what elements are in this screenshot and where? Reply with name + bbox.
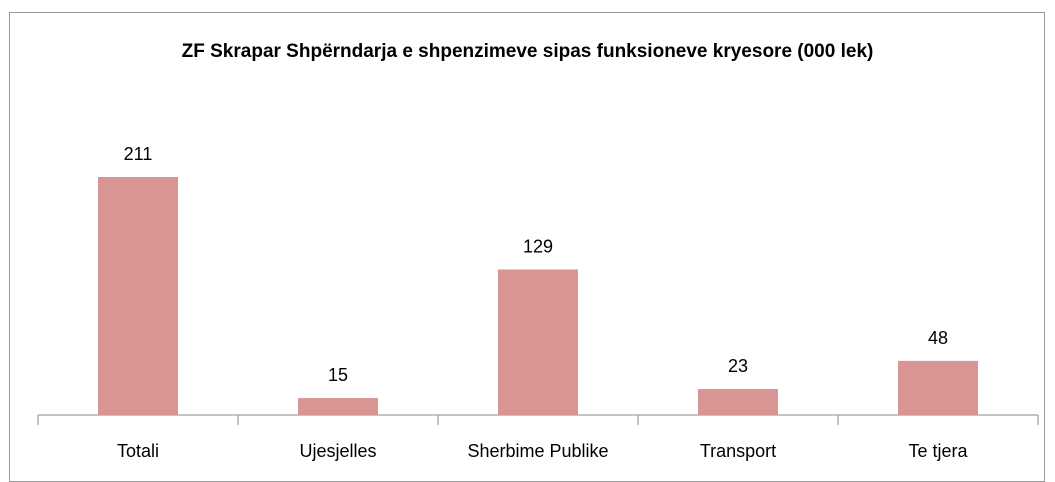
bar [298, 398, 378, 415]
x-tick-label: Ujesjelles [299, 441, 376, 461]
x-tick-label: Totali [117, 441, 159, 461]
chart-title: ZF Skrapar Shpërndarja e shpenzimeve sip… [181, 41, 874, 62]
bar [498, 269, 578, 415]
data-label: 15 [328, 365, 348, 385]
x-tick-label: Te tjera [908, 441, 968, 461]
x-tick-label: Sherbime Publike [467, 441, 608, 461]
data-label: 23 [728, 356, 748, 376]
data-label: 48 [928, 328, 948, 348]
x-tick-label: Transport [700, 441, 776, 461]
bar [698, 389, 778, 415]
bar [898, 360, 978, 415]
data-label: 211 [124, 144, 153, 164]
bar [98, 177, 178, 415]
data-label: 129 [523, 236, 553, 256]
